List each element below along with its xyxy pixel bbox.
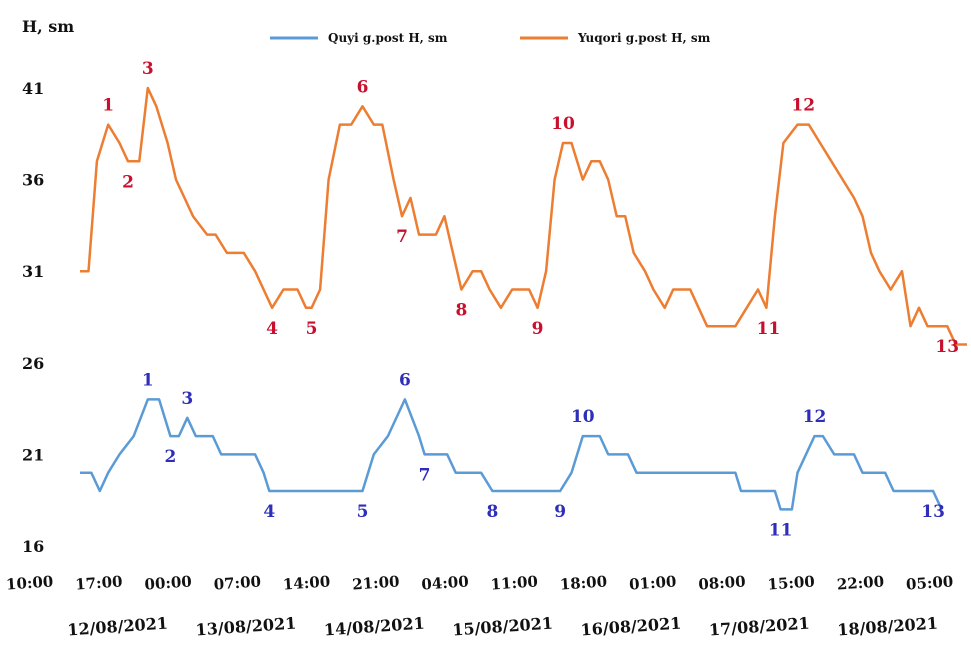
annotation-label: 3 bbox=[181, 389, 193, 409]
x-axis-time-ticks: 10:00 17:00 00:00 07:00 14:00 21:00 04:00 11:00… bbox=[5, 572, 953, 593]
annotation-label: 13 bbox=[921, 502, 945, 522]
annotation-label: 5 bbox=[306, 319, 318, 339]
y-tick-label: 36 bbox=[22, 171, 44, 190]
x-date-label: 16/08/2021 bbox=[580, 614, 682, 640]
annotation-label: 6 bbox=[399, 370, 411, 390]
x-date-label: 12/08/2021 bbox=[67, 614, 169, 640]
x-tick-label: 14:00 bbox=[282, 572, 330, 593]
annotation-label: 1 bbox=[102, 96, 114, 116]
y-tick-label: 26 bbox=[22, 354, 44, 373]
y-axis-title: H, sm bbox=[22, 17, 74, 36]
y-tick-label: 41 bbox=[22, 79, 44, 98]
x-axis-date-labels: 12/08/2021 13/08/2021 14/08/2021 15/08/2021… bbox=[67, 614, 939, 640]
annotation-label: 7 bbox=[396, 227, 408, 247]
annotation-label: 7 bbox=[419, 465, 431, 485]
annotation-label: 4 bbox=[266, 319, 278, 339]
x-tick-label: 01:00 bbox=[629, 572, 677, 593]
annotation-label: 5 bbox=[357, 502, 369, 522]
annotation-label: 2 bbox=[122, 172, 134, 192]
annotation-label: 10 bbox=[571, 407, 595, 427]
series-line-0 bbox=[80, 398, 943, 511]
annotation-label: 9 bbox=[554, 502, 566, 522]
y-tick-label: 16 bbox=[22, 537, 44, 556]
x-tick-label: 04:00 bbox=[421, 572, 469, 593]
annotation-label: 3 bbox=[142, 59, 154, 79]
legend-label-quyi: Quyi g.post H, sm bbox=[328, 31, 448, 45]
x-tick-label: 15:00 bbox=[767, 572, 815, 593]
annotation-label: 12 bbox=[803, 407, 827, 427]
annotation-label: 10 bbox=[551, 114, 575, 134]
x-tick-label: 07:00 bbox=[213, 572, 261, 593]
x-date-label: 13/08/2021 bbox=[195, 614, 297, 640]
annotation-label: 11 bbox=[769, 520, 793, 540]
x-date-label: 18/08/2021 bbox=[837, 614, 939, 640]
annotation-label: 13 bbox=[935, 337, 959, 357]
x-tick-label: 10:00 bbox=[5, 572, 53, 593]
annotation-label: 12 bbox=[791, 96, 815, 116]
x-tick-label: 22:00 bbox=[836, 572, 884, 593]
x-tick-label: 00:00 bbox=[144, 572, 192, 593]
x-tick-label: 11:00 bbox=[490, 572, 538, 593]
x-tick-label: 21:00 bbox=[352, 572, 400, 593]
x-tick-label: 08:00 bbox=[698, 572, 746, 593]
y-axis-ticks: 41 36 31 26 21 16 bbox=[22, 79, 44, 556]
x-tick-label: 05:00 bbox=[905, 572, 953, 593]
annotation-label: 2 bbox=[164, 447, 176, 467]
x-date-label: 14/08/2021 bbox=[323, 614, 425, 640]
annotation-label: 1 bbox=[142, 370, 154, 390]
x-tick-label: 18:00 bbox=[559, 572, 607, 593]
annotation-label: 8 bbox=[455, 301, 467, 321]
annotation-label: 8 bbox=[486, 502, 498, 522]
annotation-label: 6 bbox=[357, 77, 369, 97]
y-tick-label: 21 bbox=[22, 445, 44, 464]
series-line-1 bbox=[80, 86, 967, 346]
annotation-label: 4 bbox=[263, 502, 275, 522]
annotation-label: 11 bbox=[757, 319, 781, 339]
x-date-label: 15/08/2021 bbox=[452, 614, 554, 640]
y-tick-label: 31 bbox=[22, 262, 44, 281]
legend: Quyi g.post H, sm Yuqori g.post H, sm bbox=[270, 31, 711, 45]
plot-area bbox=[80, 86, 967, 511]
x-date-label: 17/08/2021 bbox=[708, 614, 810, 640]
legend-label-yuqori: Yuqori g.post H, sm bbox=[577, 31, 711, 45]
x-tick-label: 17:00 bbox=[75, 572, 123, 593]
annotation-label: 9 bbox=[532, 319, 544, 339]
